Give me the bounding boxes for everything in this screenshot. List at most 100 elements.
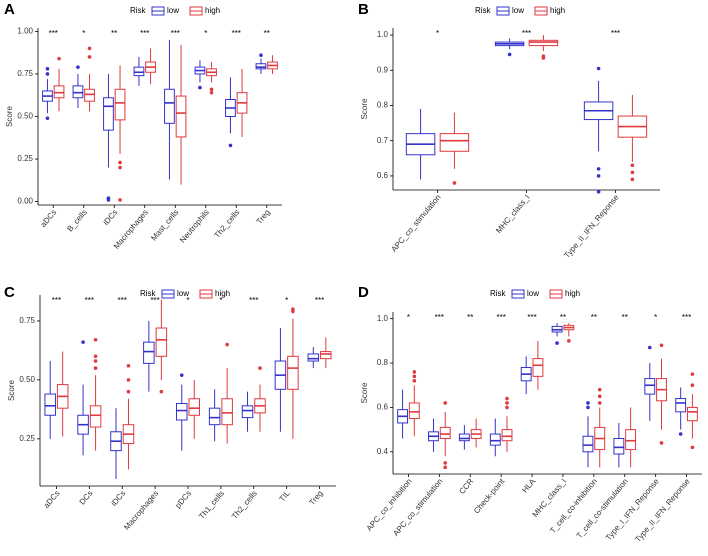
- outlier: [228, 143, 233, 148]
- y-tick-label: 0.4: [377, 447, 389, 456]
- significance: ***: [52, 296, 61, 305]
- y-tick-label: 1.0: [377, 314, 389, 323]
- x-tick-label: B_cells: [65, 208, 88, 234]
- outlier: [443, 401, 448, 405]
- significance: ***: [522, 29, 531, 38]
- panel-letter: A: [4, 1, 15, 18]
- legend-label: high: [215, 289, 230, 298]
- x-tick-label: Neutrophils: [178, 208, 211, 245]
- outlier: [630, 177, 635, 182]
- outlier: [678, 432, 683, 436]
- panel: A Risk low high Score 0.00 0.25 0.50 0.75 1.00 aDC…: [4, 1, 282, 251]
- outlier: [630, 163, 635, 168]
- box: [528, 39, 559, 47]
- box: [155, 327, 168, 357]
- outlier: [225, 342, 229, 347]
- legend-label: low: [527, 289, 539, 298]
- y-axis-label: Score: [5, 106, 14, 127]
- outlier: [412, 378, 417, 383]
- outlier: [567, 339, 571, 343]
- significance: ***: [249, 296, 258, 305]
- outlier: [505, 405, 509, 410]
- panel: D Risk low highScore0.40.60.81.0APC_co_inhi…: [358, 284, 702, 544]
- box: [221, 398, 233, 426]
- x-tick-label: iDCs: [109, 489, 127, 508]
- significance: ***: [85, 296, 94, 305]
- outlier: [505, 396, 509, 401]
- significance: **: [467, 313, 473, 322]
- x-tick-label: Th2_cells: [212, 208, 241, 240]
- significance: ***: [171, 29, 180, 38]
- significance: ***: [150, 296, 159, 305]
- y-tick-label: 0.75: [17, 69, 33, 78]
- outlier: [87, 46, 92, 51]
- outlier: [690, 383, 695, 388]
- y-tick-label: 0.50: [17, 112, 33, 121]
- legend-label: high: [565, 289, 580, 298]
- outlier: [126, 389, 131, 394]
- box: [188, 398, 201, 416]
- significance: ***: [49, 29, 58, 38]
- outlier: [596, 66, 601, 71]
- outlier: [555, 341, 559, 345]
- significance: *: [82, 29, 85, 38]
- outlier: [87, 55, 92, 59]
- legend-label: high: [205, 6, 220, 15]
- outlier: [659, 343, 664, 348]
- box: [175, 95, 187, 138]
- box: [532, 358, 544, 377]
- y-tick-label: 0.8: [377, 358, 389, 367]
- significance: *: [204, 29, 207, 38]
- significance: ***: [140, 29, 149, 38]
- outlier: [597, 387, 602, 392]
- y-tick-label: 0.00: [17, 197, 33, 206]
- outlier: [198, 85, 202, 90]
- legend-label: low: [177, 289, 189, 298]
- y-tick-label: 1.00: [17, 27, 33, 36]
- x-tick-label: APC_co_stimulation: [389, 193, 442, 254]
- box: [241, 405, 254, 419]
- x-tick-label: DCs: [78, 489, 95, 507]
- x-tick-label: Th1_cells: [197, 489, 226, 521]
- box: [501, 429, 513, 442]
- box: [53, 85, 65, 99]
- legend-title: Risk: [490, 289, 507, 298]
- box: [208, 407, 221, 426]
- outlier: [259, 53, 263, 58]
- significance: **: [622, 313, 628, 322]
- box: [675, 398, 687, 413]
- x-tick-label: Type_II_IFN_Reponse: [633, 476, 692, 544]
- significance: ***: [315, 296, 324, 305]
- significance: ***: [682, 313, 691, 322]
- outlier: [690, 372, 695, 376]
- significance: *: [654, 313, 657, 322]
- legend-label: low: [167, 6, 179, 15]
- outlier: [209, 87, 214, 92]
- outlier: [597, 394, 602, 399]
- outlier: [586, 405, 590, 410]
- box: [44, 393, 56, 416]
- box: [103, 97, 114, 131]
- legend-title: Risk: [475, 6, 492, 15]
- significance: ***: [118, 296, 127, 305]
- box: [458, 433, 470, 442]
- significance: *: [407, 313, 410, 322]
- outlier: [690, 445, 695, 450]
- box: [164, 88, 175, 124]
- outlier: [541, 56, 546, 60]
- x-tick-label: Macrophages: [122, 489, 160, 532]
- x-tick-label: pDCs: [173, 489, 193, 510]
- outlier: [659, 441, 664, 445]
- outlier: [93, 366, 98, 370]
- box: [439, 426, 451, 439]
- outlier: [106, 198, 111, 202]
- outlier: [412, 370, 417, 374]
- significance: ***: [611, 29, 620, 38]
- box: [613, 437, 625, 455]
- x-tick-label: CCR: [457, 477, 475, 496]
- panel: C Risk low highScore0.250.500.75aDCs***DCs*…: [4, 284, 336, 532]
- panel-letter: D: [358, 284, 369, 301]
- significance: *: [436, 29, 439, 38]
- x-tick-label: Th2_cells: [230, 489, 259, 521]
- x-tick-label: Mast_cells: [149, 208, 180, 243]
